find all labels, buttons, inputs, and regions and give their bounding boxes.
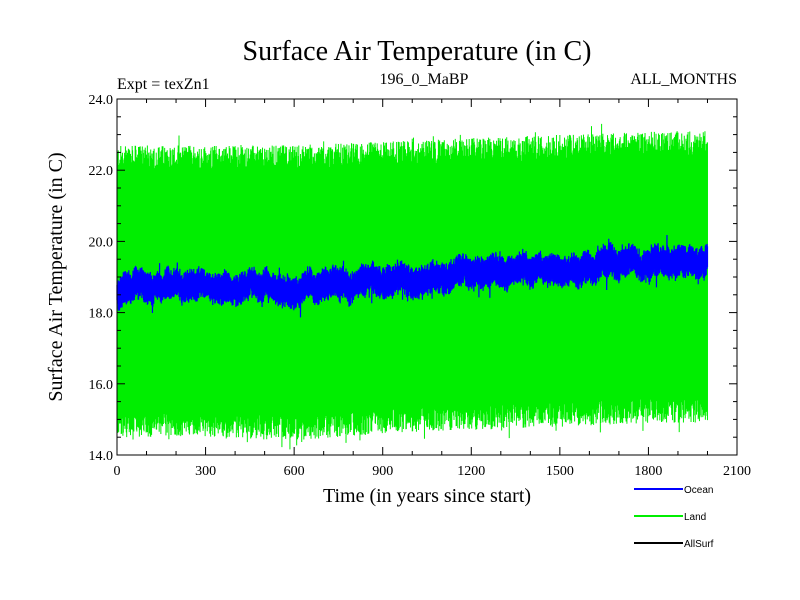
legend: Ocean Land AllSurf — [634, 485, 714, 550]
y-tick-label: 20.0 — [89, 235, 114, 250]
subtitle-right: ALL_MONTHS — [630, 71, 737, 88]
y-axis: 14.0 16.0 18.0 20.0 22.0 24.0 — [89, 93, 737, 464]
x-tick-label: 300 — [195, 464, 216, 479]
chart-title: Surface Air Temperature (in C) — [243, 36, 592, 67]
x-tick-label: 0 — [114, 464, 121, 479]
legend-label-land: Land — [684, 512, 706, 523]
x-tick-label: 1200 — [457, 464, 485, 479]
x-tick-label: 900 — [372, 464, 393, 479]
y-tick-label: 22.0 — [89, 164, 114, 179]
legend-label-ocean: Ocean — [684, 485, 713, 496]
plot-area — [116, 123, 709, 450]
subtitle-left: Expt = texZn1 — [117, 76, 210, 93]
y-tick-label: 18.0 — [89, 307, 114, 322]
x-tick-label: 600 — [284, 464, 305, 479]
x-axis: 0 300 600 900 1200 1500 1800 2100 — [114, 99, 751, 479]
x-tick-label: 1800 — [634, 464, 662, 479]
subtitle-center: 196_0_MaBP — [380, 71, 469, 88]
x-tick-label: 1500 — [546, 464, 574, 479]
x-axis-label: Time (in years since start) — [323, 485, 531, 507]
y-tick-label: 16.0 — [89, 378, 114, 393]
y-tick-label: 14.0 — [89, 449, 114, 464]
x-tick-label: 2100 — [723, 464, 751, 479]
ocean-series — [116, 235, 709, 318]
y-tick-label: 24.0 — [89, 93, 114, 108]
y-axis-label: Surface Air Temperature (in C) — [45, 152, 67, 401]
legend-label-allsurf: AllSurf — [684, 539, 714, 550]
ocean-series-line — [116, 235, 709, 318]
